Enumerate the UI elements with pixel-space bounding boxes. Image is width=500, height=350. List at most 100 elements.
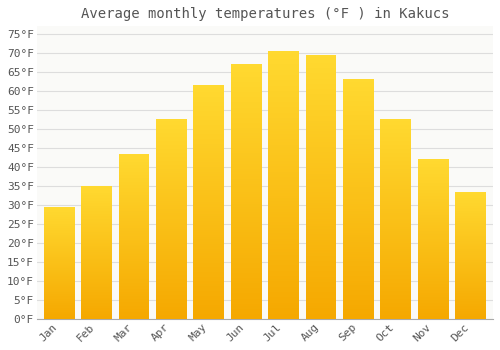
Bar bbox=[456, 258, 486, 259]
Bar bbox=[418, 244, 448, 245]
Bar bbox=[81, 246, 112, 247]
Bar bbox=[118, 185, 150, 187]
Bar bbox=[306, 94, 336, 97]
Bar bbox=[456, 204, 486, 205]
Bar bbox=[456, 289, 486, 291]
Bar bbox=[118, 178, 150, 180]
Bar bbox=[306, 63, 336, 65]
Bar bbox=[268, 67, 299, 70]
Bar bbox=[380, 163, 411, 165]
Bar bbox=[156, 279, 186, 281]
Bar bbox=[306, 303, 336, 306]
Bar bbox=[81, 303, 112, 304]
Bar bbox=[456, 245, 486, 246]
Bar bbox=[44, 230, 74, 231]
Bar bbox=[306, 200, 336, 203]
Bar bbox=[418, 234, 448, 236]
Bar bbox=[81, 230, 112, 231]
Bar bbox=[268, 59, 299, 62]
Bar bbox=[81, 210, 112, 211]
Bar bbox=[194, 274, 224, 277]
Bar bbox=[194, 94, 224, 97]
Bar bbox=[343, 238, 374, 240]
Bar bbox=[343, 163, 374, 166]
Bar bbox=[44, 303, 74, 304]
Bar bbox=[231, 215, 262, 217]
Bar bbox=[118, 282, 150, 284]
Bar bbox=[418, 214, 448, 215]
Bar bbox=[194, 260, 224, 263]
Bar bbox=[118, 243, 150, 245]
Bar bbox=[81, 219, 112, 220]
Bar bbox=[194, 136, 224, 139]
Bar bbox=[44, 211, 74, 212]
Bar bbox=[156, 301, 186, 303]
Bar bbox=[268, 257, 299, 260]
Bar bbox=[44, 276, 74, 278]
Bar bbox=[44, 314, 74, 315]
Bar bbox=[306, 256, 336, 258]
Bar bbox=[44, 318, 74, 319]
Bar bbox=[194, 207, 224, 209]
Bar bbox=[118, 180, 150, 182]
Bar bbox=[418, 231, 448, 233]
Bar bbox=[343, 221, 374, 223]
Bar bbox=[194, 242, 224, 244]
Bar bbox=[156, 123, 186, 125]
Bar bbox=[194, 270, 224, 272]
Bar bbox=[156, 317, 186, 319]
Bar bbox=[343, 240, 374, 242]
Bar bbox=[194, 88, 224, 90]
Bar bbox=[268, 89, 299, 91]
Bar bbox=[418, 174, 448, 175]
Bar bbox=[268, 246, 299, 249]
Bar bbox=[306, 131, 336, 134]
Bar bbox=[194, 197, 224, 200]
Bar bbox=[306, 150, 336, 153]
Bar bbox=[194, 256, 224, 258]
Bar bbox=[380, 287, 411, 289]
Bar bbox=[306, 195, 336, 197]
Bar bbox=[44, 315, 74, 317]
Bar bbox=[81, 271, 112, 272]
Bar bbox=[231, 260, 262, 263]
Bar bbox=[231, 207, 262, 209]
Bar bbox=[231, 306, 262, 309]
Bar bbox=[380, 185, 411, 187]
Bar bbox=[118, 210, 150, 211]
Bar bbox=[343, 242, 374, 245]
Bar bbox=[418, 290, 448, 292]
Bar bbox=[194, 116, 224, 118]
Bar bbox=[156, 305, 186, 307]
Bar bbox=[194, 193, 224, 195]
Bar bbox=[156, 257, 186, 259]
Bar bbox=[418, 215, 448, 217]
Bar bbox=[81, 190, 112, 191]
Bar bbox=[118, 230, 150, 231]
Bar bbox=[156, 151, 186, 153]
Bar bbox=[380, 143, 411, 145]
Bar bbox=[343, 204, 374, 206]
Bar bbox=[306, 179, 336, 182]
Bar bbox=[194, 253, 224, 256]
Bar bbox=[156, 217, 186, 219]
Bar bbox=[81, 306, 112, 307]
Bar bbox=[44, 299, 74, 300]
Bar bbox=[118, 215, 150, 216]
Bar bbox=[194, 174, 224, 176]
Bar bbox=[268, 308, 299, 311]
Bar bbox=[231, 69, 262, 72]
Bar bbox=[194, 118, 224, 120]
Bar bbox=[44, 279, 74, 280]
Bar bbox=[380, 191, 411, 193]
Bar bbox=[456, 282, 486, 283]
Bar bbox=[380, 305, 411, 307]
Bar bbox=[268, 311, 299, 314]
Bar bbox=[418, 295, 448, 296]
Bar bbox=[118, 177, 150, 178]
Bar bbox=[306, 142, 336, 145]
Bar bbox=[194, 120, 224, 122]
Bar bbox=[343, 120, 374, 122]
Bar bbox=[81, 279, 112, 280]
Bar bbox=[81, 291, 112, 292]
